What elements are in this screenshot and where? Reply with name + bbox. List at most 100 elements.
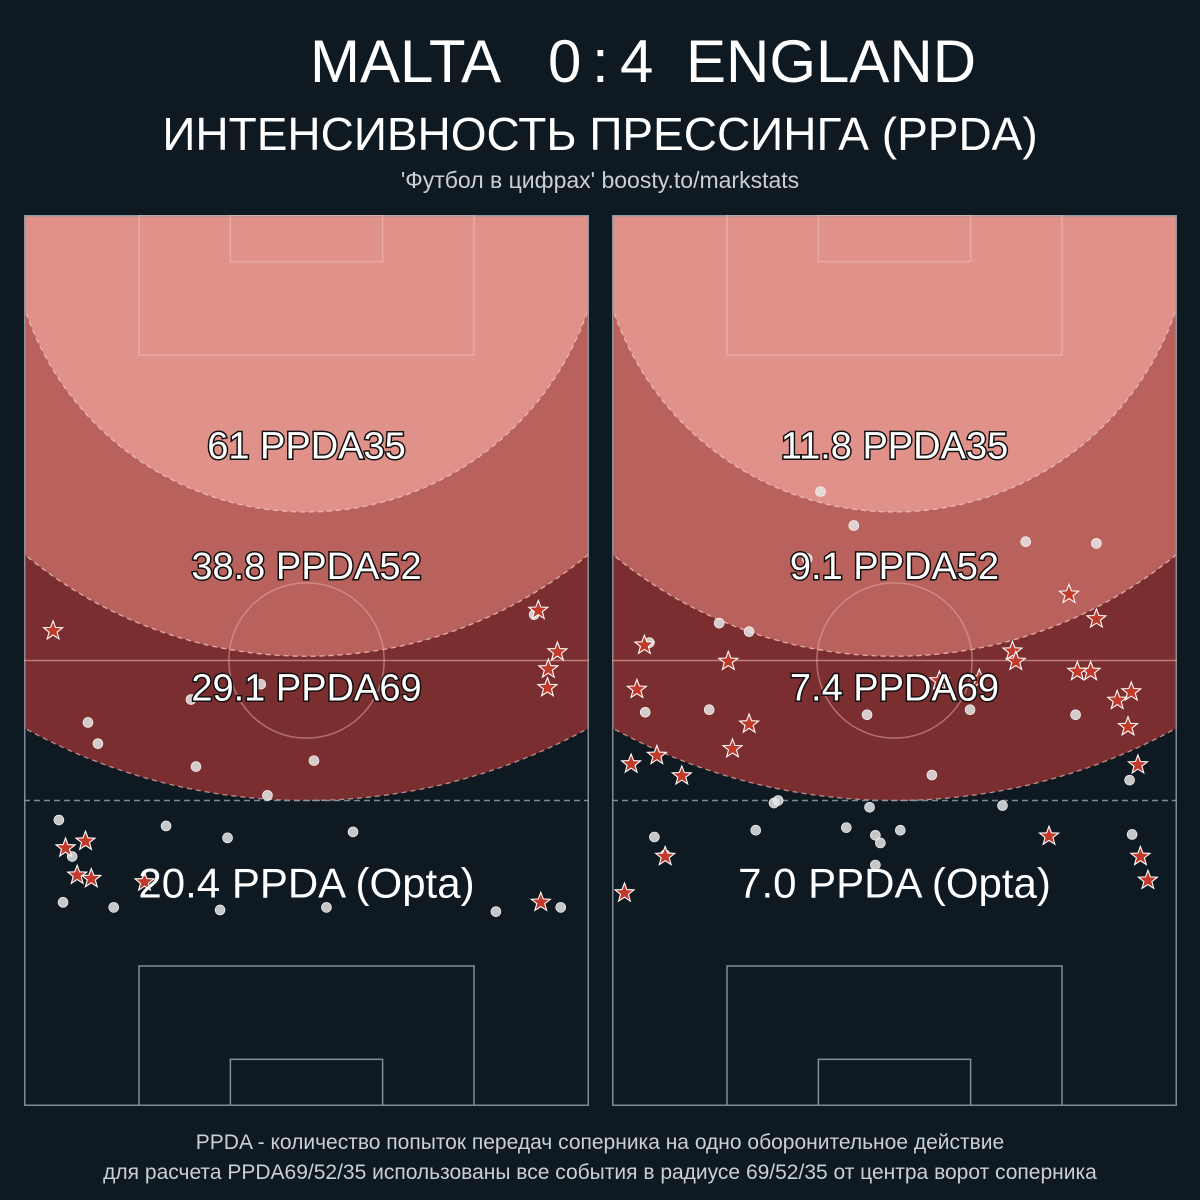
- pass-point: [185, 694, 197, 705]
- defensive-action-star: [721, 737, 744, 759]
- defensive-action-star: [74, 829, 97, 851]
- defensive-action-star: [42, 619, 65, 641]
- pass-point: [53, 814, 65, 826]
- pass-point: [841, 822, 852, 833]
- defensive-action-star: [133, 870, 156, 892]
- defensive-action-star: [670, 764, 693, 786]
- match-title: MALTA 0:4 ENGLAND: [0, 22, 1200, 102]
- pass-point: [347, 826, 359, 838]
- defensive-action-star: [928, 669, 951, 691]
- ppda52-label: 9.1 PPDA52: [790, 546, 999, 588]
- pass-point: [815, 486, 826, 497]
- pass-point: [875, 837, 886, 849]
- pass-point: [870, 859, 881, 871]
- pass-point: [1091, 538, 1102, 549]
- pass-point: [262, 790, 273, 801]
- pass-point: [926, 769, 938, 781]
- centre-circle: [816, 582, 973, 739]
- pass-point: [864, 802, 875, 813]
- defensive-action-star: [527, 598, 550, 620]
- pass-point: [308, 755, 320, 766]
- defensive-action-star: [66, 863, 89, 885]
- ppda69-label: 7.4 PPDA69: [790, 667, 999, 709]
- defensive-action-star: [54, 836, 77, 858]
- pass-point: [555, 902, 567, 913]
- defensive-action-star: [1066, 659, 1089, 681]
- defensive-action-star: [633, 633, 656, 655]
- defensive-action-star: [1058, 582, 1080, 604]
- pass-point: [82, 717, 94, 728]
- opta-ppda-label: 7.0 PPDA (Opta): [738, 859, 1051, 906]
- defensive-action-star: [1117, 715, 1139, 737]
- pass-point: [801, 553, 813, 564]
- defensive-action-star: [1001, 639, 1024, 661]
- pass-point: [639, 706, 651, 718]
- pass-point: [1020, 536, 1032, 548]
- ppda35-label: 61 PPDA35: [207, 426, 406, 468]
- england-pressing-pitch: 11.8 PPDA35 9.1 PPDA52 7.4 PPDA69 7.0 PPDA …: [612, 215, 1177, 1106]
- pass-point: [222, 832, 233, 844]
- pass-point: [1126, 829, 1138, 840]
- home-team-name: MALTA: [310, 28, 502, 95]
- pass-point: [743, 626, 755, 637]
- pass-point: [190, 761, 202, 772]
- defensive-action-star: [1085, 607, 1108, 629]
- defensive-action-star: [645, 743, 668, 765]
- pass-point: [255, 678, 267, 690]
- footer-method-note: для расчета PPDA69/52/35 использованы вс…: [103, 1161, 1097, 1184]
- pass-point: [108, 902, 120, 913]
- top-six-yard-box: [229, 215, 384, 263]
- defensive-action-star: [546, 640, 569, 662]
- pass-point: [92, 738, 104, 749]
- pass-point: [321, 902, 332, 913]
- defensive-action-star: [80, 867, 103, 888]
- malta-pressing-pitch: 61 PPDA35 38.8 PPDA52 29.1 PPDA69 20.4 PPDA…: [24, 215, 589, 1106]
- defensive-action-star: [968, 667, 991, 689]
- pass-point: [713, 617, 725, 629]
- defensive-action-star: [1126, 753, 1150, 775]
- defensive-action-star: [536, 676, 559, 697]
- defensive-action-star: [529, 890, 552, 912]
- defensive-action-star: [1136, 868, 1159, 890]
- pass-point: [750, 824, 762, 836]
- defensive-action-star: [738, 712, 761, 734]
- pass-point: [649, 831, 660, 843]
- defensive-action-star: [1038, 824, 1061, 846]
- pass-point: [870, 830, 881, 841]
- defensive-action-star: [1120, 680, 1143, 702]
- defensive-action-star: [1004, 649, 1027, 671]
- pitch-markings: [612, 215, 1177, 1106]
- pass-point: [895, 824, 906, 836]
- top-penalty-area: [726, 215, 1063, 356]
- defensive-action-star: [1106, 688, 1129, 710]
- away-score: 4: [620, 28, 654, 95]
- ppda52-label: 38.8 PPDA52: [191, 546, 421, 588]
- pass-point: [703, 704, 715, 716]
- pass-point: [490, 906, 502, 917]
- opta-ppda-label: 20.4 PPDA (Opta): [138, 859, 474, 906]
- ppda35-label: 11.8 PPDA35: [781, 426, 1008, 468]
- pass-point: [861, 709, 873, 721]
- pass-point: [1070, 709, 1081, 721]
- ppda69-label: 29.1 PPDA69: [191, 667, 421, 709]
- pass-point: [848, 520, 860, 531]
- pass-point: [772, 795, 784, 806]
- centre-circle: [228, 582, 385, 739]
- pass-point: [997, 800, 1008, 811]
- home-score: 0: [548, 28, 582, 95]
- defensive-action-star: [537, 657, 560, 679]
- footer-definition: PPDA - количество попыток передач соперн…: [195, 1131, 1005, 1154]
- defensive-action-star: [654, 844, 677, 866]
- pass-point: [214, 904, 226, 916]
- pass-point: [57, 897, 69, 908]
- ppda35-zone: [24, 215, 589, 512]
- pass-point: [964, 704, 976, 716]
- top-penalty-area: [138, 215, 475, 356]
- bottom-penalty-area: [138, 965, 475, 1106]
- top-six-yard-box: [817, 215, 972, 263]
- score-separator: :: [592, 28, 609, 95]
- away-team-name: ENGLAND: [686, 28, 977, 95]
- defensive-action-star: [625, 677, 648, 699]
- pass-point: [160, 820, 172, 832]
- chart-subtitle: ИНТЕНСИВНОСТЬ ПРЕССИНГА (PPDA): [162, 108, 1038, 160]
